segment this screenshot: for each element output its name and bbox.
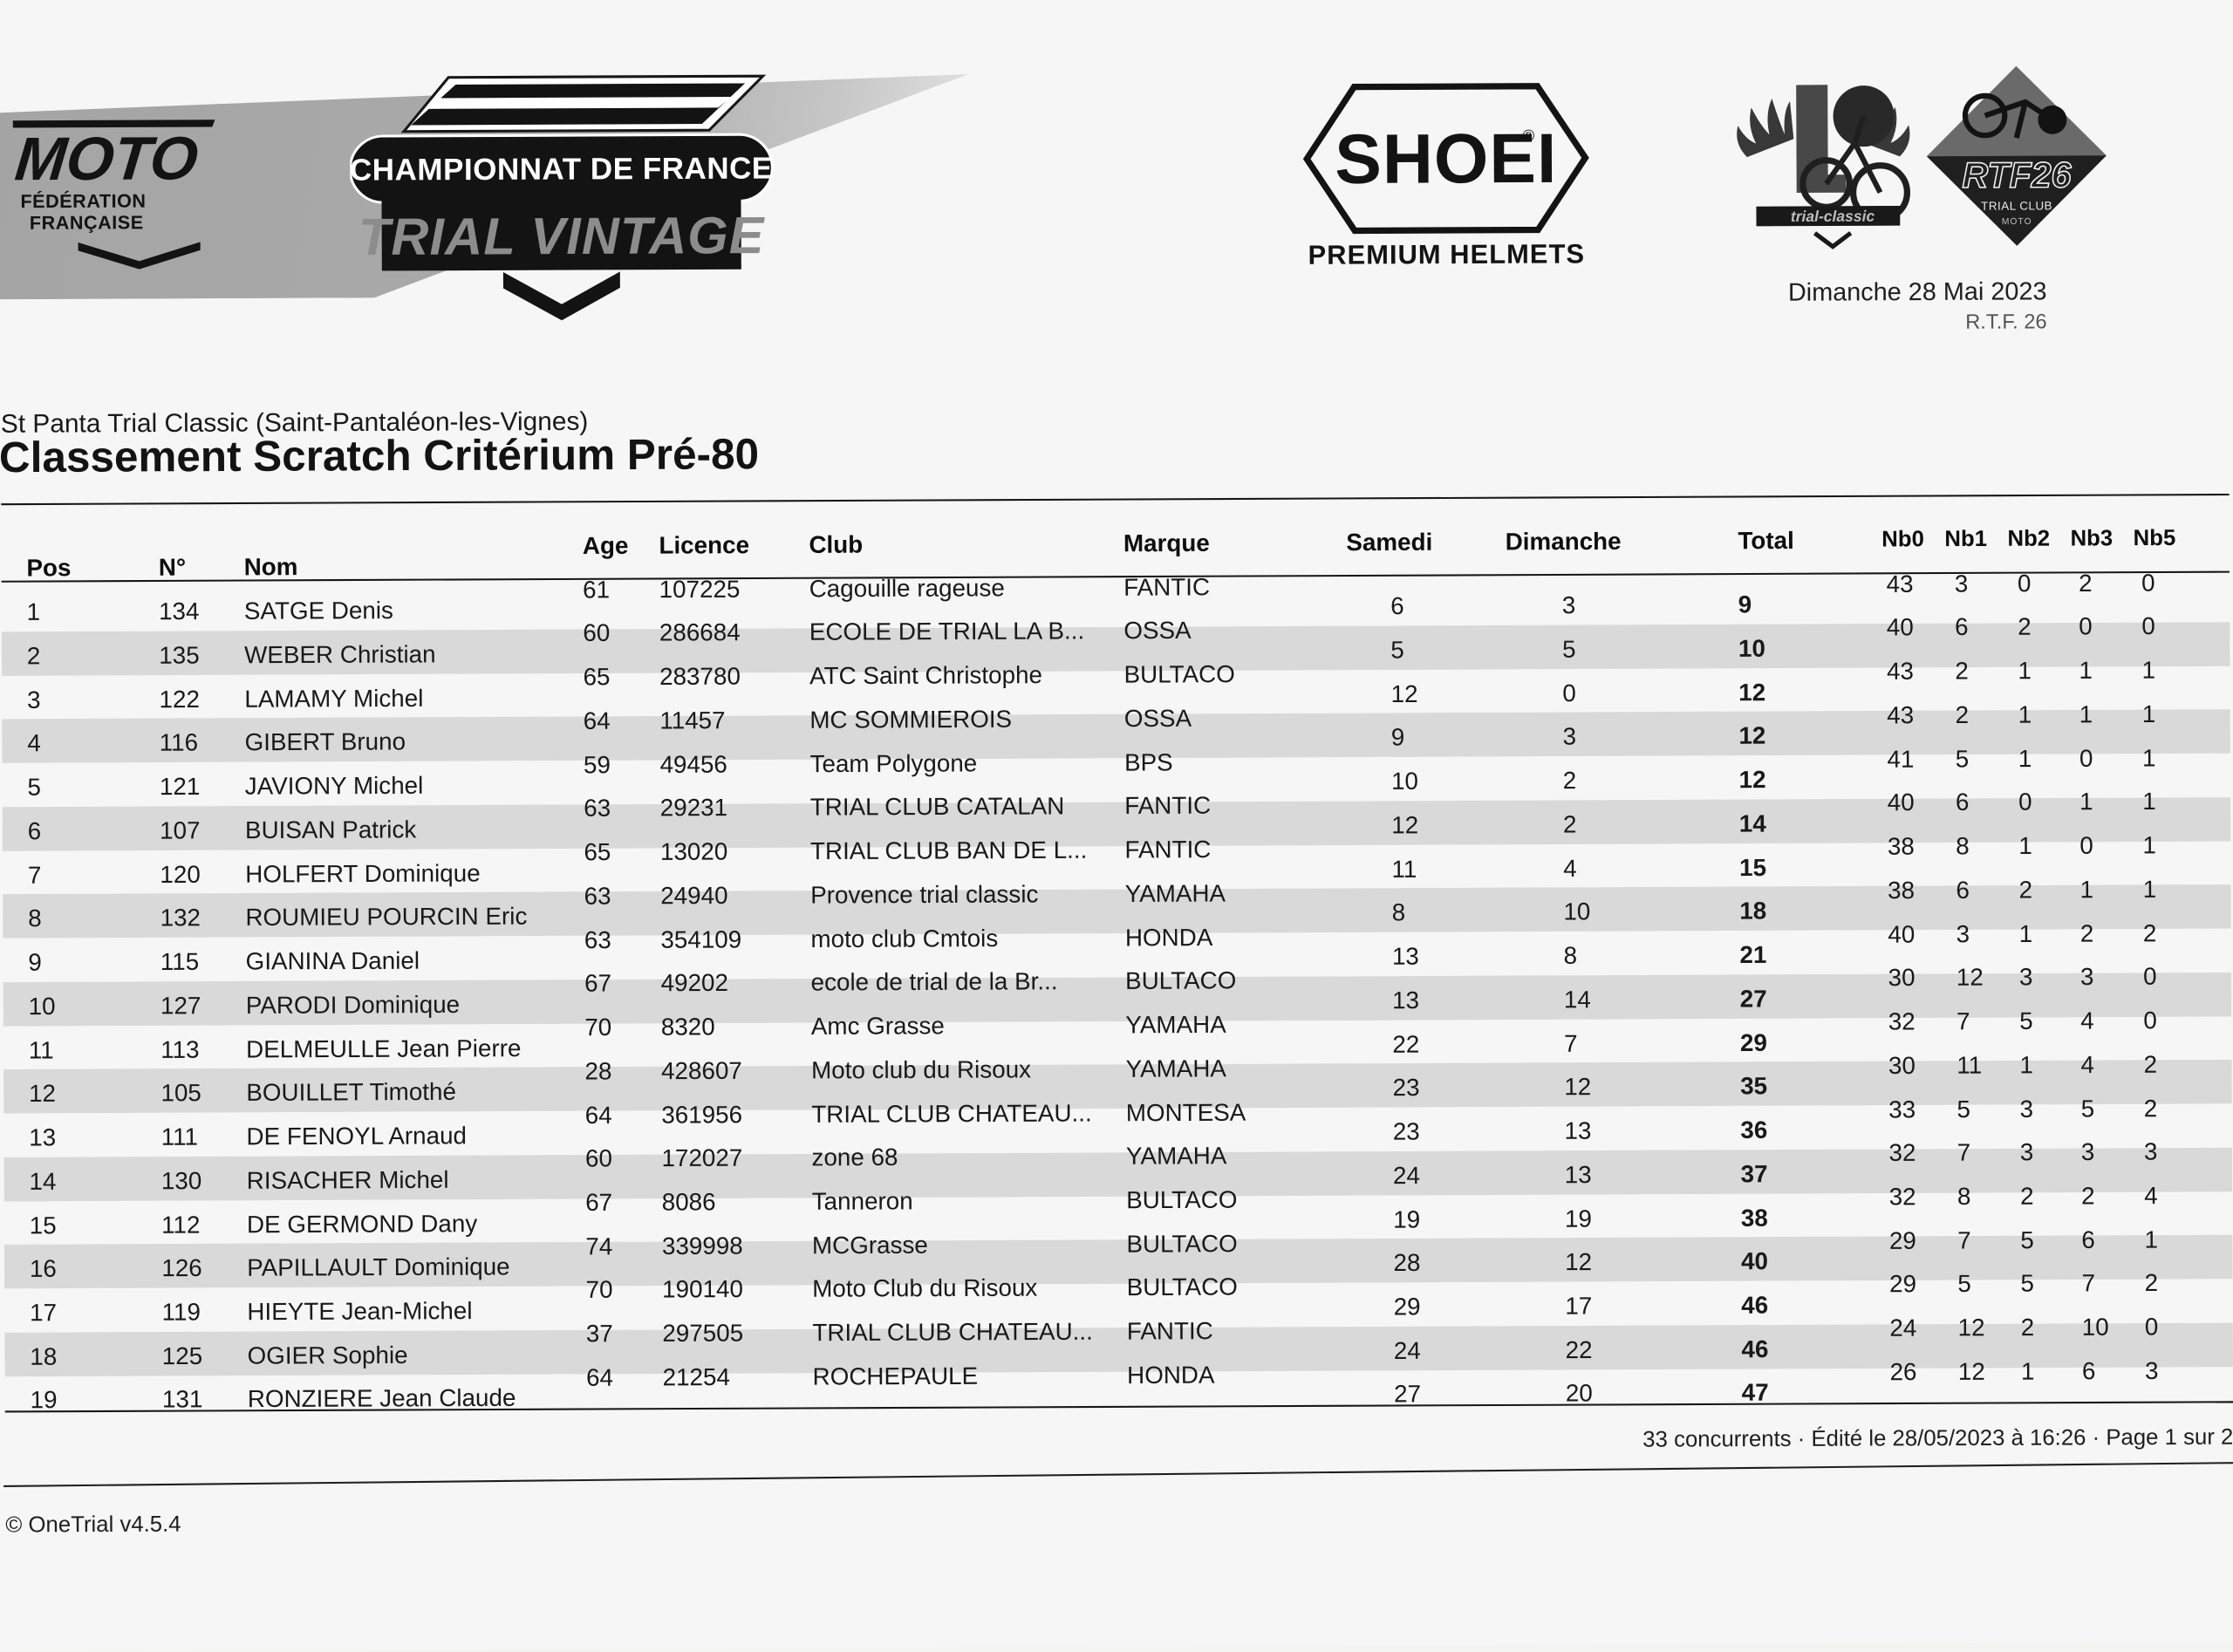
svg-text:TRIAL CLUB: TRIAL CLUB [1981, 199, 2052, 212]
svg-text:MOTO: MOTO [2002, 217, 2032, 227]
svg-text:RTF26: RTF26 [1962, 155, 2072, 196]
svg-text:MOTO: MOTO [13, 124, 201, 194]
svg-text:FRANÇAISE: FRANÇAISE [30, 211, 144, 234]
svg-text:trial-classic: trial-classic [1791, 208, 1875, 225]
svg-text:®: ® [1523, 126, 1535, 145]
svg-text:FÉDÉRATION: FÉDÉRATION [20, 190, 146, 213]
svg-text:PREMIUM HELMETS: PREMIUM HELMETS [1308, 238, 1585, 270]
svg-text:CHAMPIONNAT DE FRANCE: CHAMPIONNAT DE FRANCE [350, 152, 773, 188]
svg-text:TRIAL VINTAGE: TRIAL VINTAGE [359, 206, 766, 266]
